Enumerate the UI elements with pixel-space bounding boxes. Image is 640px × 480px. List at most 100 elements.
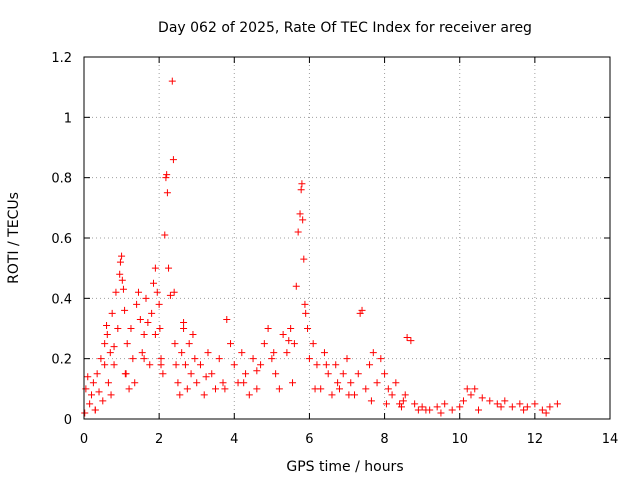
data-point bbox=[369, 349, 377, 357]
data-point bbox=[208, 370, 216, 378]
data-point bbox=[441, 400, 449, 408]
data-point bbox=[157, 361, 165, 369]
data-point bbox=[176, 391, 184, 399]
data-point bbox=[358, 306, 366, 314]
data-point bbox=[475, 406, 482, 414]
x-tick-label: 12 bbox=[527, 432, 544, 447]
data-point bbox=[193, 379, 201, 387]
data-point bbox=[163, 171, 171, 179]
data-point bbox=[335, 385, 343, 393]
data-point bbox=[89, 379, 97, 387]
data-point bbox=[238, 349, 246, 357]
data-point bbox=[279, 331, 287, 339]
data-point bbox=[399, 397, 407, 405]
data-point bbox=[542, 409, 550, 417]
data-point bbox=[172, 361, 180, 369]
data-point bbox=[294, 228, 302, 236]
x-tick-label: 8 bbox=[380, 432, 388, 447]
data-point bbox=[422, 406, 430, 414]
data-point bbox=[257, 361, 265, 369]
data-point bbox=[196, 361, 204, 369]
data-point bbox=[531, 400, 539, 408]
data-point bbox=[140, 331, 148, 339]
data-point bbox=[81, 409, 89, 417]
y-axis-label: ROTI / TECUs bbox=[6, 192, 22, 284]
data-point bbox=[118, 252, 126, 260]
data-point bbox=[264, 325, 272, 332]
x-tick-label: 2 bbox=[155, 432, 163, 447]
data-point bbox=[136, 315, 144, 323]
plot-frame bbox=[83, 56, 611, 420]
data-point bbox=[140, 355, 148, 363]
data-point bbox=[253, 385, 261, 393]
data-point bbox=[168, 77, 176, 85]
data-point bbox=[171, 340, 179, 348]
data-point bbox=[296, 210, 304, 218]
x-axis-label: GPS time / hours bbox=[286, 459, 403, 475]
data-point bbox=[471, 385, 479, 393]
data-point bbox=[418, 403, 426, 411]
data-point bbox=[292, 282, 300, 290]
data-point bbox=[146, 361, 154, 369]
y-tick-label: 0.6 bbox=[51, 232, 72, 247]
data-point bbox=[272, 370, 280, 378]
data-point bbox=[362, 385, 370, 393]
grid-layer bbox=[84, 57, 610, 419]
data-point bbox=[103, 321, 111, 329]
data-point bbox=[162, 174, 170, 182]
data-point bbox=[305, 355, 313, 363]
data-point bbox=[309, 340, 317, 348]
data-point bbox=[157, 355, 165, 363]
data-point bbox=[283, 349, 291, 357]
data-point bbox=[478, 394, 486, 402]
data-point bbox=[290, 340, 298, 348]
data-point bbox=[138, 349, 146, 357]
data-point bbox=[403, 334, 411, 342]
data-point bbox=[347, 379, 355, 387]
data-point bbox=[86, 400, 94, 408]
data-point bbox=[125, 385, 133, 393]
data-point bbox=[191, 355, 199, 363]
data-point bbox=[180, 318, 188, 326]
data-point bbox=[396, 400, 404, 408]
data-point bbox=[456, 403, 464, 411]
data-point bbox=[119, 285, 127, 293]
data-point bbox=[553, 400, 561, 408]
data-point bbox=[107, 391, 115, 399]
data-point bbox=[367, 397, 375, 405]
data-point bbox=[300, 255, 308, 263]
data-point bbox=[129, 355, 137, 363]
data-point bbox=[538, 406, 546, 414]
data-point bbox=[178, 349, 186, 357]
data-point bbox=[275, 385, 283, 393]
data-point bbox=[320, 349, 328, 357]
data-point bbox=[151, 331, 159, 339]
data-point bbox=[311, 385, 319, 393]
data-point bbox=[221, 385, 229, 393]
data-point bbox=[324, 370, 332, 378]
data-point bbox=[382, 400, 390, 408]
data-point bbox=[287, 325, 295, 332]
data-point bbox=[108, 309, 116, 317]
data-point bbox=[411, 400, 419, 408]
data-point bbox=[165, 264, 173, 272]
data-point bbox=[93, 370, 101, 378]
data-point bbox=[322, 361, 330, 369]
data-point bbox=[313, 361, 321, 369]
data-point bbox=[202, 373, 210, 381]
data-point bbox=[328, 391, 336, 399]
y-tick-label: 0.8 bbox=[51, 172, 72, 187]
data-point bbox=[401, 391, 409, 399]
data-point bbox=[298, 180, 306, 188]
x-tick-label: 4 bbox=[230, 432, 238, 447]
data-point bbox=[127, 325, 135, 332]
data-point bbox=[163, 189, 171, 197]
data-point bbox=[150, 279, 158, 287]
data-point bbox=[189, 331, 197, 339]
data-point bbox=[159, 370, 167, 378]
y-tick-label: 1.2 bbox=[51, 51, 72, 66]
data-point bbox=[95, 388, 103, 396]
x-tick-label: 6 bbox=[305, 432, 313, 447]
data-point bbox=[433, 403, 441, 411]
data-point bbox=[91, 406, 99, 414]
